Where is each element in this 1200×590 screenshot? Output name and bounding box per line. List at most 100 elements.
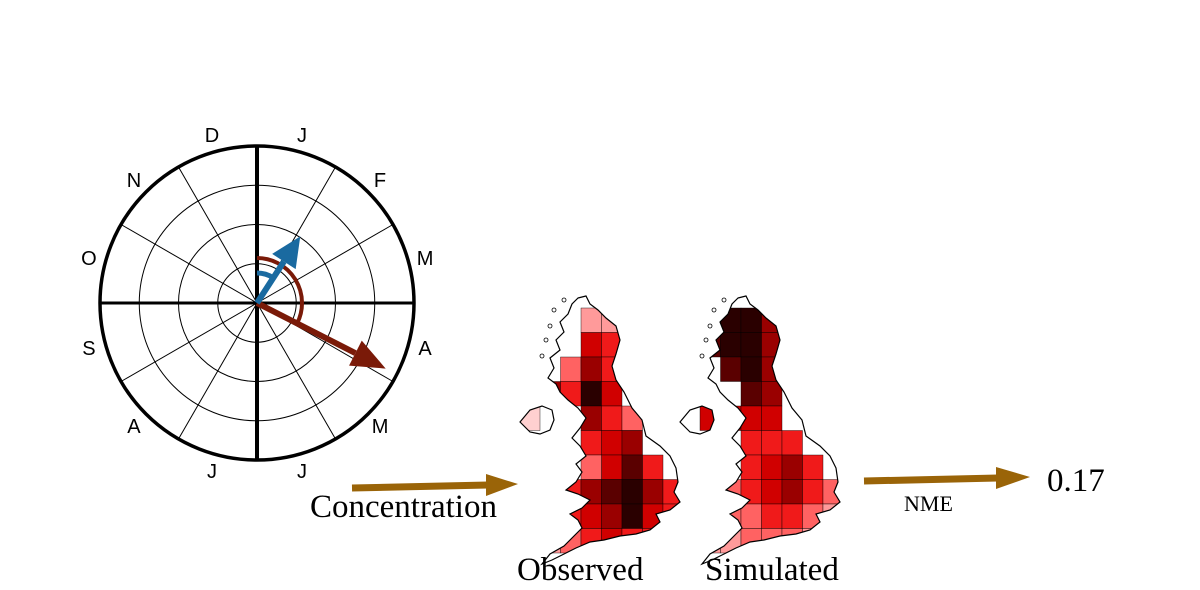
grid-cell <box>580 503 602 529</box>
grid-cell <box>761 356 783 382</box>
grid-cell <box>580 454 602 480</box>
grid-cell <box>802 454 824 480</box>
simulated-map-ireland-coastline <box>679 405 715 435</box>
polar-spoke <box>178 302 258 440</box>
grid-cell <box>560 503 582 529</box>
grid-cell <box>580 430 602 456</box>
concentration-arrow <box>351 474 518 496</box>
concentration-label: Concentration <box>310 489 497 525</box>
polar-diagram: J F M A M J J A S O N D <box>81 125 433 483</box>
polar-spoke <box>178 166 258 304</box>
island <box>707 323 713 329</box>
simulated-map <box>679 295 841 566</box>
grid-cell <box>539 381 561 407</box>
grid-cell <box>580 332 602 358</box>
grid-cell <box>740 503 762 529</box>
grid-cell <box>781 503 803 529</box>
grid-cell <box>740 356 762 382</box>
grid-cell <box>802 528 824 554</box>
grid-cell <box>740 405 762 431</box>
grid-cell <box>720 307 742 333</box>
grid-cell <box>802 503 824 529</box>
grid-cell <box>781 454 803 480</box>
grid-cell <box>781 528 803 554</box>
grid-cell <box>740 381 762 407</box>
grid-cell <box>601 405 623 431</box>
simulated-map-coastline <box>700 295 841 566</box>
grid-cell <box>621 430 643 456</box>
grid-cell <box>621 503 643 529</box>
grid-cell <box>601 503 623 529</box>
grid-cell <box>740 307 762 333</box>
grid-cell <box>560 356 582 382</box>
month-label: S <box>82 338 95 360</box>
grid-cell <box>621 528 643 554</box>
grid-cell <box>781 430 803 456</box>
month-label: M <box>417 248 434 270</box>
grid-cell <box>802 479 824 505</box>
month-label: F <box>374 170 386 192</box>
month-label: J <box>297 461 307 483</box>
observed-label: Observed <box>517 552 644 588</box>
grid-cell <box>720 503 742 529</box>
grid-cell <box>761 528 783 554</box>
observed-map-cells <box>520 296 680 564</box>
grid-cell <box>740 332 762 358</box>
observed-map-ireland-coastline <box>519 405 555 435</box>
month-label: D <box>205 125 219 147</box>
grid-cell <box>740 479 762 505</box>
observed-map-coastline <box>540 295 681 566</box>
observed-arrow-shaft <box>254 259 287 305</box>
grid-cell <box>720 356 742 382</box>
grid-cell <box>580 356 602 382</box>
grid-cell <box>580 307 602 333</box>
grid-cell <box>621 479 643 505</box>
month-label: J <box>297 125 307 147</box>
grid-cell <box>520 528 541 554</box>
simulated-label: Simulated <box>705 552 839 588</box>
observed-arrow-head <box>272 236 301 270</box>
month-label: J <box>207 461 217 483</box>
grid-cell <box>642 528 664 554</box>
metric-value: 0.17 <box>1047 463 1105 499</box>
polar-spoke <box>120 224 258 304</box>
phase-arrows <box>254 236 386 369</box>
island <box>721 297 727 303</box>
grid-cell <box>699 503 721 529</box>
simulated-arrow-shaft <box>255 300 357 356</box>
grid-cell <box>621 332 643 358</box>
grid-cell <box>662 479 680 505</box>
month-label: O <box>81 248 97 270</box>
island <box>539 353 545 359</box>
island <box>699 353 705 359</box>
island <box>561 297 567 303</box>
island <box>547 323 553 329</box>
island <box>703 337 709 343</box>
grid-cell <box>580 405 602 431</box>
grid-cell <box>720 405 742 431</box>
island <box>551 307 557 313</box>
polar-spoke <box>256 224 394 304</box>
grid-cell <box>601 528 623 554</box>
grid-cell <box>761 479 783 505</box>
simulated-map-cells <box>680 296 840 564</box>
grid-cell <box>720 332 742 358</box>
nme-arrow <box>863 467 1030 489</box>
grid-cell <box>621 405 643 431</box>
grid-cell <box>642 503 664 529</box>
month-label: A <box>127 416 141 438</box>
grid-cell <box>740 430 762 456</box>
grid-cell <box>580 479 602 505</box>
grid-cell <box>761 430 783 456</box>
month-label: N <box>127 170 141 192</box>
grid-cell <box>761 503 783 529</box>
month-label: A <box>418 338 432 360</box>
grid-cell <box>740 454 762 480</box>
grid-cell <box>621 454 643 480</box>
grid-cell <box>781 479 803 505</box>
simulated-arrow-head <box>349 340 386 369</box>
island <box>543 337 549 343</box>
observed-map <box>519 295 681 566</box>
metric-label: NME <box>904 491 953 516</box>
